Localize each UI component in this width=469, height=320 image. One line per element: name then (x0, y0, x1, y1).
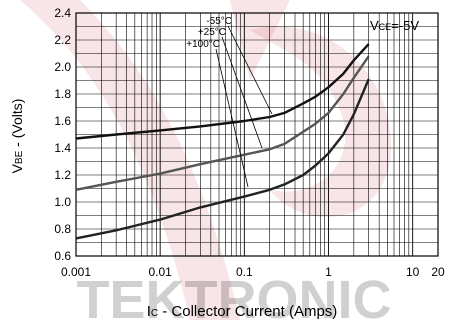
series-leader-line (215, 48, 249, 188)
x-axis-label-sub: C (151, 308, 158, 319)
x-tick-label: 0.001 (61, 265, 91, 279)
y-tick-label: 2.2 (54, 33, 71, 47)
y-tick-label: 1.0 (54, 195, 71, 209)
x-tick-label: 20 (431, 265, 445, 279)
x-axis-label: IC - Collector Current (Amps) (147, 303, 338, 320)
y-axis-label-sub: BE (14, 150, 25, 164)
y-tick-label: 1.2 (54, 168, 71, 182)
series-label: +25°C (198, 27, 226, 38)
x-axis-label-rest: - Collector Current (Amps) (158, 303, 337, 320)
series-line-1 (75, 55, 370, 191)
x-ticks: 0.001 0.01 0.1 1 10 20 (61, 265, 445, 279)
vce-annotation: VCE=-5V (370, 18, 419, 33)
y-axis-label: VBE - (Volts) (9, 99, 25, 174)
x-axis-label-main: I (147, 303, 151, 320)
watermark-text: TEKTRONIC (77, 270, 392, 320)
watermark-swoosh (20, 0, 240, 320)
vce-annotation-sub: CE (379, 22, 392, 32)
x-tick-label: 0.1 (236, 265, 253, 279)
y-tick-label: 1.4 (54, 141, 71, 155)
series-leader-line (221, 36, 263, 149)
y-tick-label: 2.0 (54, 60, 71, 74)
y-tick-label: 1.8 (54, 87, 71, 101)
y-tick-label: 1.6 (54, 114, 71, 128)
x-tick-label: 1 (325, 265, 332, 279)
vce-annotation-main: V (370, 18, 379, 33)
x-tick-label: 10 (406, 265, 420, 279)
y-tick-label: 2.4 (54, 6, 71, 20)
y-tick-label: 0.6 (54, 249, 71, 263)
y-axis-label-rest: - (Volts) (9, 99, 25, 151)
vce-annotation-rest: =-5V (391, 18, 419, 33)
y-ticks: 0.6 0.8 1.0 1.2 1.4 1.6 1.8 2.0 2.2 2.4 (54, 6, 71, 263)
plot-border (75, 12, 439, 257)
series-leader-line (227, 25, 273, 115)
series-line-0 (75, 43, 370, 140)
y-tick-label: 0.8 (54, 222, 71, 236)
series-labels: -55°C+25°C+100°C (186, 16, 273, 188)
grid (75, 12, 439, 257)
series-label: -55°C (206, 16, 232, 27)
y-axis-label-main: V (9, 163, 25, 173)
series-label: +100°C (186, 39, 220, 50)
series-line-2 (75, 78, 370, 240)
x-tick-label: 0.01 (148, 265, 172, 279)
plot-frame (75, 12, 439, 257)
series-lines (75, 43, 370, 240)
